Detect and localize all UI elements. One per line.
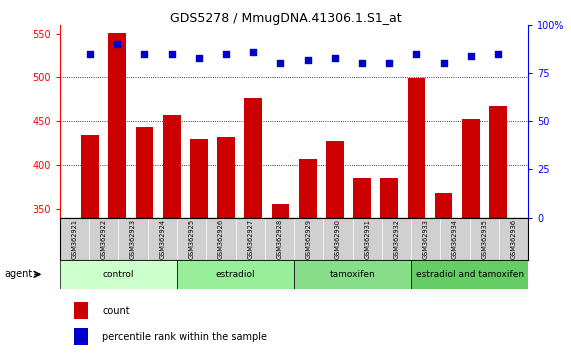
Text: GSM362929: GSM362929	[305, 219, 312, 259]
Text: count: count	[102, 306, 130, 316]
Point	[330, 55, 339, 61]
Text: GSM362928: GSM362928	[276, 219, 283, 259]
Point	[493, 51, 502, 57]
Bar	[190, 139, 208, 218]
Text: percentile rank within the sample: percentile rank within the sample	[102, 332, 267, 342]
Text: tamoxifen: tamoxifen	[329, 270, 376, 279]
Point	[222, 51, 231, 57]
Bar	[217, 137, 235, 218]
Point	[140, 51, 149, 57]
Text: GSM362921: GSM362921	[71, 219, 78, 259]
Text: GSM362925: GSM362925	[188, 219, 195, 259]
Point	[276, 61, 285, 66]
Text: GDS5278 / MmugDNA.41306.1.S1_at: GDS5278 / MmugDNA.41306.1.S1_at	[170, 12, 401, 25]
Point	[249, 49, 258, 55]
Point	[385, 61, 394, 66]
Bar	[411, 260, 528, 289]
Text: agent: agent	[5, 269, 33, 279]
Bar	[408, 78, 425, 218]
Point	[167, 51, 176, 57]
Text: GSM362923: GSM362923	[130, 219, 136, 259]
Text: GSM362936: GSM362936	[510, 219, 517, 259]
Point	[412, 51, 421, 57]
Point	[194, 55, 203, 61]
Bar	[353, 178, 371, 218]
Bar	[74, 328, 88, 345]
Point	[303, 57, 312, 62]
Text: GSM362930: GSM362930	[335, 219, 341, 259]
Point	[467, 53, 476, 58]
Bar	[299, 159, 316, 218]
Bar	[177, 260, 294, 289]
Bar	[60, 260, 177, 289]
Bar	[244, 98, 262, 218]
Bar	[108, 33, 126, 218]
Text: GSM362926: GSM362926	[218, 219, 224, 259]
Bar	[489, 106, 507, 218]
Text: control: control	[103, 270, 134, 279]
Bar	[272, 204, 289, 218]
Point	[112, 41, 122, 47]
Text: GSM362924: GSM362924	[159, 219, 166, 259]
Text: GSM362931: GSM362931	[364, 219, 370, 259]
Bar	[136, 126, 153, 218]
Text: estradiol: estradiol	[216, 270, 255, 279]
Bar	[326, 141, 344, 218]
Bar	[435, 193, 452, 218]
Bar	[81, 135, 99, 218]
Text: GSM362934: GSM362934	[452, 219, 458, 259]
Text: GSM362922: GSM362922	[101, 219, 107, 259]
Bar	[294, 260, 411, 289]
Text: GSM362927: GSM362927	[247, 219, 253, 259]
Point	[86, 51, 95, 57]
Point	[439, 61, 448, 66]
Text: GSM362933: GSM362933	[423, 219, 429, 259]
Text: GSM362932: GSM362932	[393, 219, 400, 259]
Bar	[380, 178, 398, 218]
Bar	[74, 302, 88, 319]
Text: GSM362935: GSM362935	[481, 219, 487, 259]
Text: estradiol and tamoxifen: estradiol and tamoxifen	[416, 270, 524, 279]
Point	[357, 61, 367, 66]
Bar	[163, 115, 180, 218]
Bar	[462, 120, 480, 218]
